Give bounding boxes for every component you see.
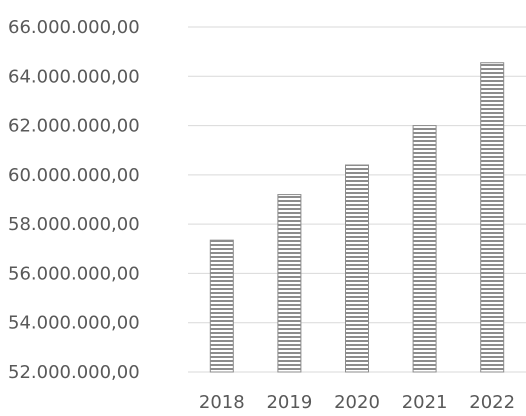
x-category-label: 2018 <box>199 392 245 413</box>
x-category-label: 2020 <box>334 392 380 413</box>
x-axis-category-labels: 2018 2019 2020 2021 2022 <box>199 392 515 413</box>
bar-2018 <box>209 239 234 373</box>
bar-2020 <box>345 164 369 373</box>
bar-2022 <box>480 62 505 373</box>
y-tick-label: 64.000.000,00 <box>8 66 140 87</box>
y-tick-label: 58.000.000,00 <box>8 214 140 235</box>
x-category-label: 2019 <box>266 392 312 413</box>
y-tick-label: 60.000.000,00 <box>8 165 140 186</box>
bar-2019 <box>277 194 302 373</box>
y-axis-tick-labels: 52.000.000,00 54.000.000,00 56.000.000,00 5… <box>8 17 140 383</box>
y-tick-label: 66.000.000,00 <box>8 17 140 38</box>
bar-2021 <box>412 125 437 373</box>
bars <box>209 62 505 373</box>
y-tick-label: 54.000.000,00 <box>8 313 140 334</box>
y-tick-label: 56.000.000,00 <box>8 263 140 284</box>
y-tick-label: 52.000.000,00 <box>8 362 140 383</box>
x-category-label: 2021 <box>402 392 448 413</box>
y-tick-label: 62.000.000,00 <box>8 116 140 137</box>
x-category-label: 2022 <box>469 392 515 413</box>
